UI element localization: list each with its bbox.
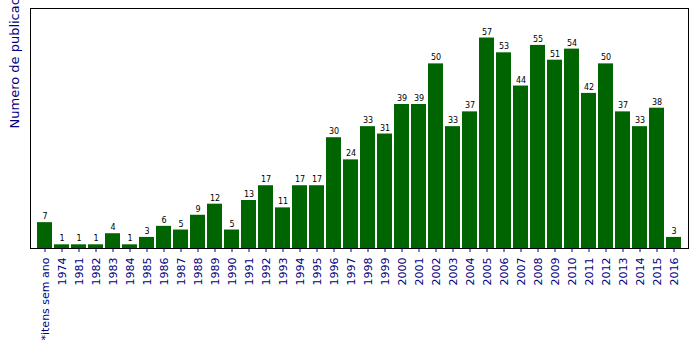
svg-text:1988: 1988 [192, 258, 205, 286]
svg-text:2016: 2016 [668, 258, 681, 286]
svg-text:1996: 1996 [328, 258, 341, 286]
svg-text:*itens sem ano: *itens sem ano [39, 257, 52, 340]
svg-text:1993: 1993 [277, 258, 290, 286]
svg-text:2014: 2014 [634, 258, 647, 286]
svg-text:31: 31 [380, 124, 390, 133]
svg-text:2001: 2001 [413, 258, 426, 286]
svg-text:54: 54 [567, 39, 577, 48]
svg-text:13: 13 [244, 190, 254, 199]
svg-text:4: 4 [110, 223, 115, 232]
svg-text:1990: 1990 [226, 258, 239, 286]
svg-text:1: 1 [76, 234, 81, 243]
svg-text:3: 3 [671, 227, 676, 236]
svg-text:2005: 2005 [481, 258, 494, 286]
svg-text:37: 37 [618, 101, 628, 110]
svg-text:44: 44 [516, 76, 526, 85]
svg-text:1992: 1992 [260, 258, 273, 286]
svg-text:33: 33 [448, 116, 458, 125]
svg-text:50: 50 [431, 53, 441, 62]
svg-text:2012: 2012 [600, 258, 613, 286]
svg-text:55: 55 [533, 35, 543, 44]
svg-text:50: 50 [601, 53, 611, 62]
svg-text:2000: 2000 [396, 258, 409, 286]
svg-text:17: 17 [295, 175, 305, 184]
svg-text:1982: 1982 [90, 258, 103, 286]
svg-text:1989: 1989 [209, 258, 222, 286]
svg-text:51: 51 [550, 50, 560, 59]
svg-text:2009: 2009 [549, 258, 562, 286]
svg-text:1999: 1999 [379, 258, 392, 286]
svg-text:1998: 1998 [362, 258, 375, 286]
svg-text:9: 9 [195, 205, 200, 214]
svg-text:1991: 1991 [243, 258, 256, 286]
svg-text:1994: 1994 [294, 258, 307, 286]
svg-text:7: 7 [42, 212, 47, 221]
svg-text:53: 53 [499, 42, 509, 51]
svg-text:1995: 1995 [311, 258, 324, 286]
svg-text:39: 39 [414, 94, 424, 103]
svg-text:37: 37 [465, 101, 475, 110]
svg-text:2003: 2003 [447, 258, 460, 286]
svg-text:5: 5 [229, 220, 234, 229]
svg-text:11: 11 [278, 197, 288, 206]
svg-text:33: 33 [363, 116, 373, 125]
svg-text:2006: 2006 [498, 258, 511, 286]
svg-text:12: 12 [210, 194, 220, 203]
svg-text:6: 6 [161, 216, 166, 225]
svg-text:2015: 2015 [651, 258, 664, 286]
svg-text:3: 3 [144, 227, 149, 236]
svg-text:24: 24 [346, 149, 356, 158]
svg-text:1987: 1987 [175, 258, 188, 286]
svg-text:38: 38 [652, 98, 662, 107]
svg-text:1985: 1985 [141, 258, 154, 286]
svg-text:1974: 1974 [56, 258, 69, 286]
svg-text:2007: 2007 [515, 258, 528, 286]
svg-text:42: 42 [584, 83, 594, 92]
svg-text:1997: 1997 [345, 258, 358, 286]
svg-text:1981: 1981 [73, 258, 86, 286]
svg-text:1986: 1986 [158, 258, 171, 286]
svg-text:Numero de publicacoes: Numero de publicacoes [7, 0, 22, 129]
svg-text:2004: 2004 [464, 258, 477, 286]
svg-text:1984: 1984 [124, 258, 137, 286]
svg-text:5: 5 [178, 220, 183, 229]
svg-text:2010: 2010 [566, 258, 579, 286]
svg-text:2008: 2008 [532, 258, 545, 286]
svg-text:2002: 2002 [430, 258, 443, 286]
svg-text:1983: 1983 [107, 258, 120, 286]
svg-text:17: 17 [261, 175, 271, 184]
svg-text:2011: 2011 [583, 258, 596, 286]
svg-text:1: 1 [59, 234, 64, 243]
svg-text:17: 17 [312, 175, 322, 184]
svg-text:33: 33 [635, 116, 645, 125]
svg-text:57: 57 [482, 28, 492, 37]
svg-text:1: 1 [93, 234, 98, 243]
svg-text:2013: 2013 [617, 258, 630, 286]
svg-text:1: 1 [127, 234, 132, 243]
svg-text:39: 39 [397, 94, 407, 103]
svg-text:30: 30 [329, 127, 339, 136]
